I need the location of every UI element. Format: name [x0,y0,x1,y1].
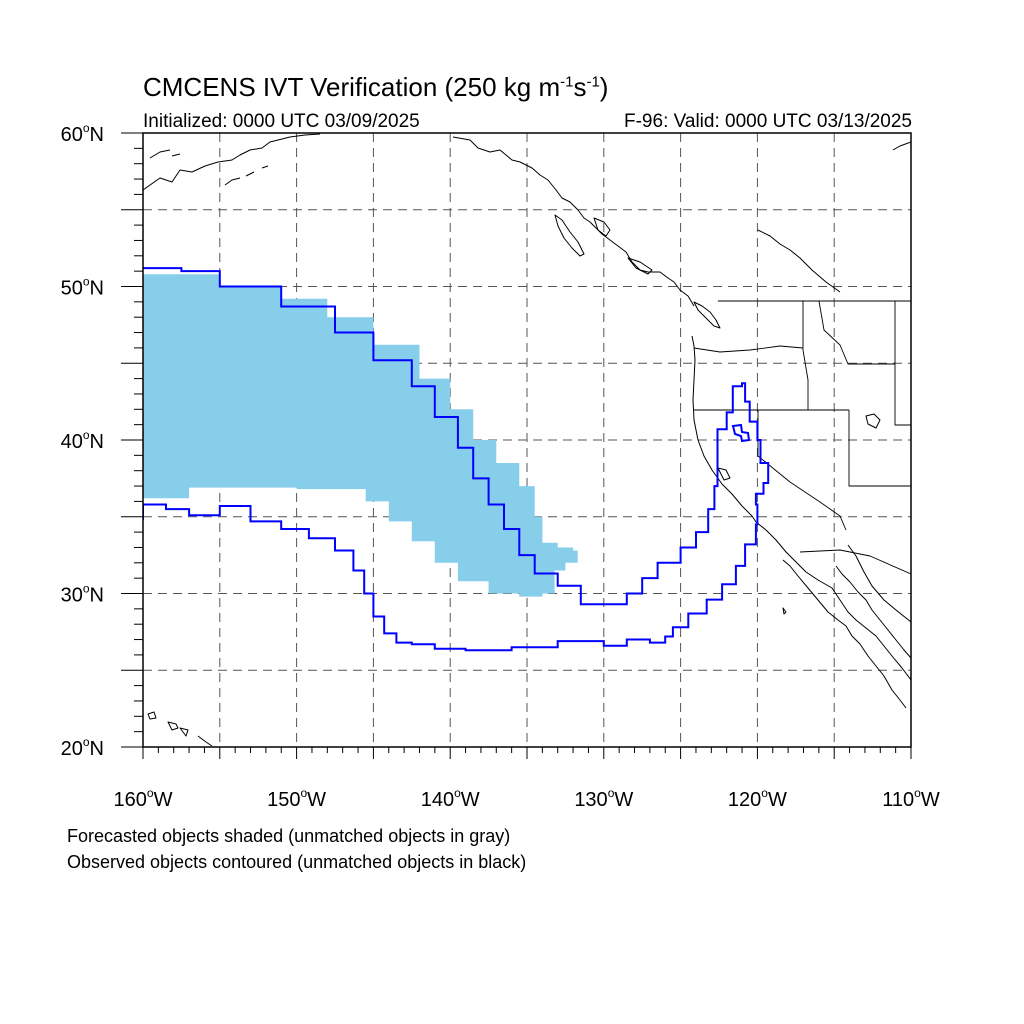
canada-hudson-coast [757,141,911,293]
lon-label: 110oW [882,786,940,811]
lon-label: 150oW [267,786,326,811]
baja-california [782,559,907,709]
observed-footnote: Observed objects contoured (unmatched ob… [67,852,527,872]
wyoming-border [894,364,911,426]
southeast-alaska-islands [593,217,611,237]
longitude-labels: 160oW 150oW 140oW 130oW 120oW 110oW [114,786,940,811]
axis-ticks [121,132,912,759]
queen-charlotte-islands [627,257,653,275]
west-coast-us [691,335,911,681]
san-francisco-bay [717,467,731,481]
aleutian-islands [149,149,269,186]
valid-time-label: F-96: Valid: 0000 UTC 03/13/2025 [624,111,912,132]
california-nevada-border [757,410,847,531]
oregon-idaho-border [802,301,809,410]
mainland-mexico [847,544,911,623]
lat-label: 50oN [61,275,104,300]
lon-label: 160oW [114,786,173,811]
gulf-of-california [835,565,911,659]
coastlines-and-borders [143,133,911,747]
lat-label: 30oN [61,582,104,607]
great-salt-lake [865,413,881,429]
latitude-labels: 60oN 50oN 40oN 30oN 20oN [61,121,104,760]
gulf-of-alaska-coast [452,136,695,307]
alaska-coastline [143,133,321,191]
initialized-label: Initialized: 0000 UTC 03/09/2025 [143,111,420,132]
lon-label: 120oW [728,786,787,811]
nevada-east-border [848,410,911,487]
forecast-object [143,274,578,597]
map-title: CMCENS IVT Verification (250 kg m-1s-1) [143,72,609,102]
lat-label: 40oN [61,428,104,453]
observed-inner-hole [731,423,751,443]
lat-label: 60oN [61,121,104,146]
us-mexico-border [799,549,911,575]
lon-label: 140oW [421,786,480,811]
observed-object-contour [143,267,770,652]
kodiak-island [554,214,585,257]
lat-label: 20oN [61,735,104,760]
idaho-montana-border [818,300,896,365]
vancouver-island [693,301,721,329]
baja-island [782,607,787,615]
washington-oregon-border [693,345,804,353]
hawaii-islands [147,711,213,747]
forecast-footnote: Forecasted objects shaded (unmatched obj… [67,826,511,846]
lon-label: 130oW [574,786,633,811]
